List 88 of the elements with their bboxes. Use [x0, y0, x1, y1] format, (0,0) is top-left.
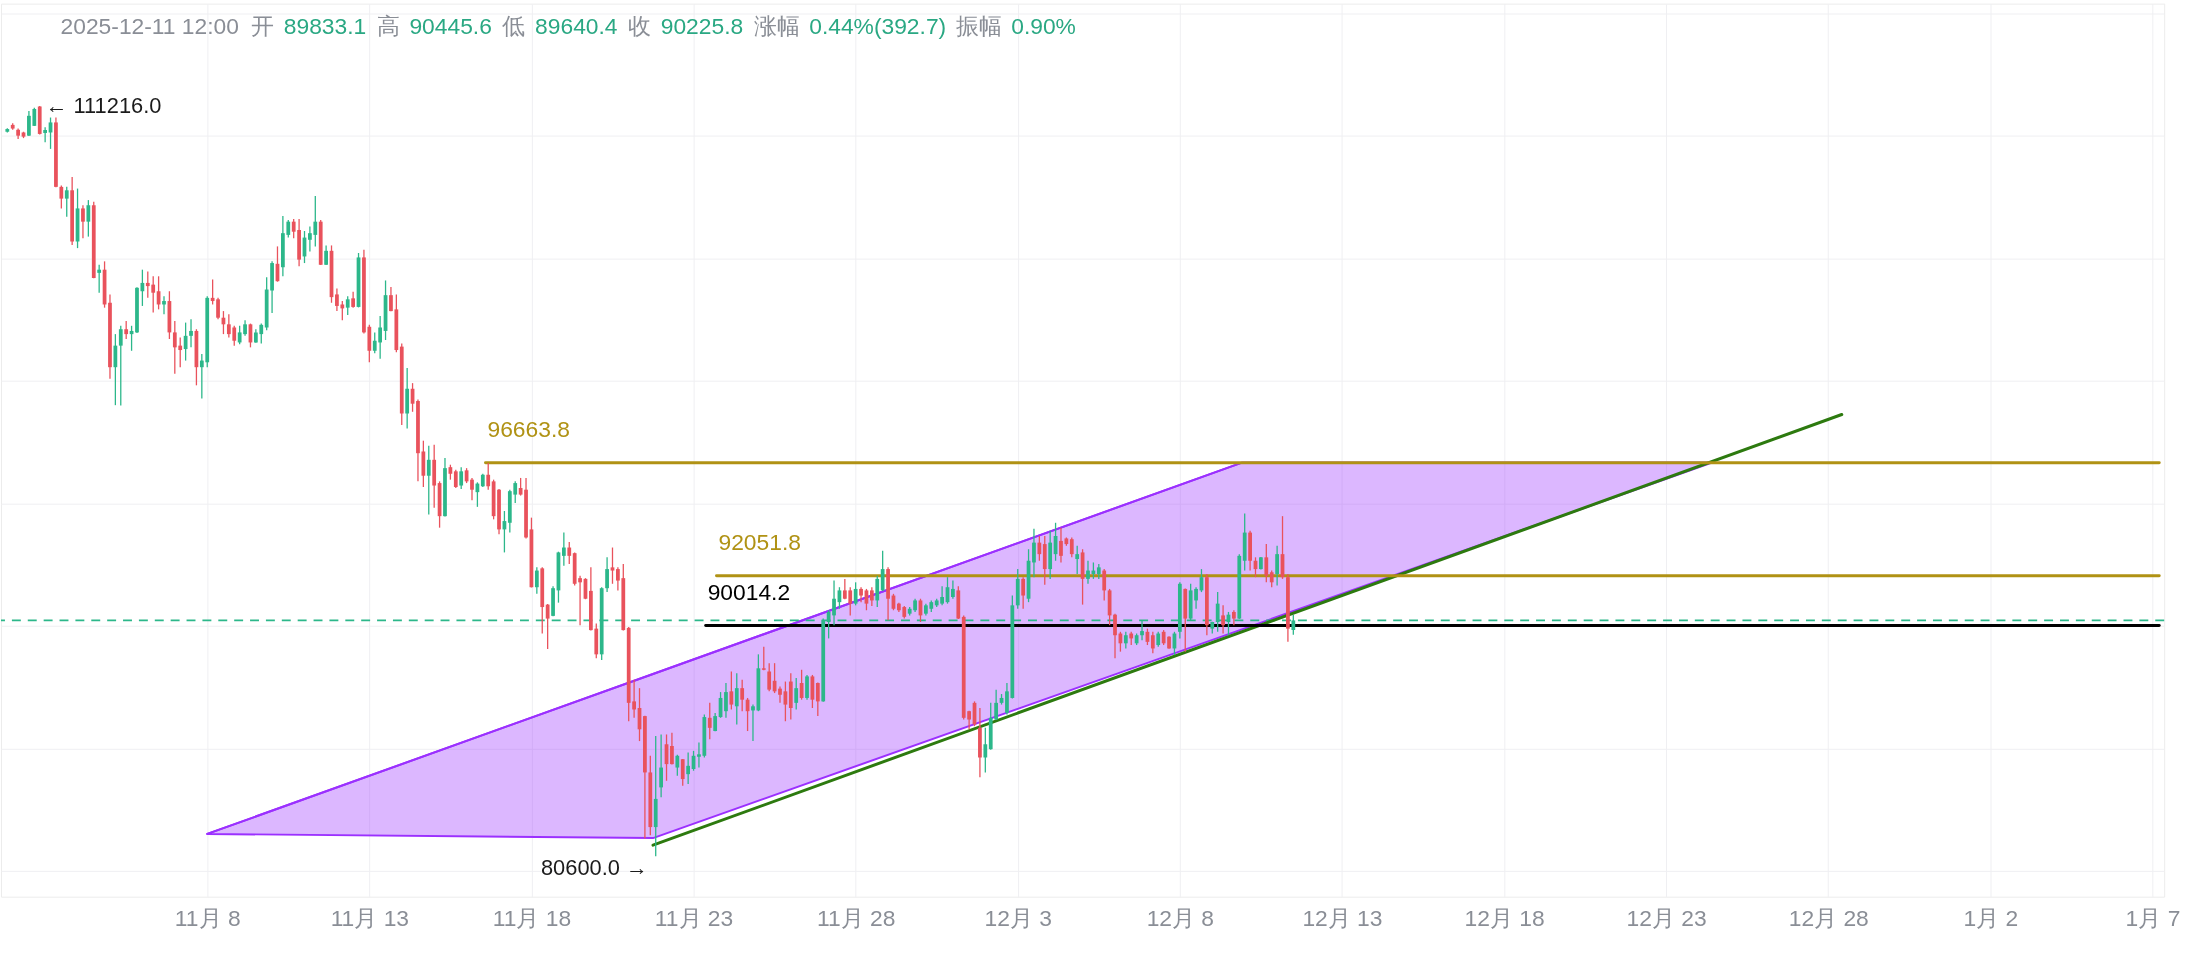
candlestick	[740, 679, 745, 712]
data-label: 92051.8	[718, 528, 801, 555]
candlestick	[778, 685, 782, 704]
candlestick	[1264, 543, 1269, 583]
candlestick	[767, 662, 772, 692]
data-label: 90014.2	[707, 578, 791, 605]
annotation: 0.90%	[1011, 13, 1076, 40]
annotation: 低	[502, 13, 526, 40]
candlestick	[1275, 545, 1279, 587]
candlestick	[734, 672, 739, 726]
candlestick	[567, 541, 572, 565]
candlestick	[189, 318, 193, 348]
x-tick-label: 12月 28	[1788, 904, 1869, 931]
candlestick	[86, 199, 91, 238]
x-tick-label: 11月 13	[330, 904, 410, 931]
candlestick	[869, 586, 874, 607]
x-tick-label: 1月 2	[1963, 904, 2019, 931]
candlestick	[880, 550, 885, 592]
candlestick	[124, 320, 129, 340]
candlestick	[707, 702, 712, 741]
x-tick-label: 12月 23	[1626, 904, 1707, 931]
candlestick	[1102, 568, 1107, 602]
x-tick-label: 12月 18	[1464, 904, 1545, 931]
x-tick-label: 11月 18	[492, 904, 572, 931]
candlestick	[534, 566, 539, 595]
candlestick	[453, 469, 458, 489]
candlestick	[1021, 576, 1026, 610]
annotation: 开	[251, 13, 275, 40]
x-tick-label: 1月 7	[2125, 904, 2181, 931]
candlestick	[659, 733, 664, 798]
x-tick-label: 12月 8	[1146, 904, 1215, 931]
candlestick	[1032, 528, 1036, 578]
candlestick	[1037, 535, 1042, 562]
candlestick	[59, 184, 64, 210]
candlestick	[561, 531, 566, 567]
candlestick	[805, 674, 809, 701]
candlestick	[459, 466, 464, 490]
candlestick	[162, 295, 166, 315]
candlestick	[815, 681, 820, 717]
annotation: 90445.6	[409, 13, 492, 40]
candlestick	[1221, 604, 1225, 635]
candlestick	[43, 126, 48, 143]
candlestick	[81, 204, 85, 239]
candlestick	[486, 462, 491, 491]
annotation: 收	[627, 13, 651, 40]
annotation: 2025-12-11 12:00	[60, 13, 239, 40]
candlestick	[794, 677, 799, 711]
candlestick	[113, 333, 118, 406]
candlestick	[724, 682, 728, 719]
x-tick-label: 11月 8	[174, 904, 241, 931]
candlestick	[64, 186, 69, 218]
candlestick	[1150, 631, 1155, 655]
annotation: 89833.1	[283, 13, 367, 40]
candlestick	[729, 670, 734, 711]
annotation: 0.44%(392.7)	[809, 13, 947, 40]
candlestick	[610, 546, 615, 585]
x-tick-label: 11月 23	[654, 904, 734, 931]
candlestick	[426, 445, 431, 516]
annotation: 涨幅	[753, 13, 800, 40]
candlestick	[1086, 560, 1090, 585]
annotation: 89640.4	[535, 13, 618, 40]
data-label: 96663.8	[487, 415, 570, 442]
candlestick	[670, 732, 674, 766]
candlestick	[1069, 536, 1074, 558]
candlestick	[345, 295, 350, 316]
candlestick	[183, 321, 188, 362]
candlestick	[1075, 545, 1080, 575]
candlestick	[470, 477, 474, 501]
candlestick	[1113, 613, 1117, 659]
annotation: 80600.0 →	[540, 855, 648, 881]
candlestick	[686, 751, 691, 785]
x-tick-label: 11月 28	[816, 904, 896, 931]
candlestick	[951, 579, 955, 600]
annotation: 90225.8	[660, 13, 744, 40]
x-tick-label: 12月 13	[1302, 904, 1383, 931]
annotation: ← 111216.0	[45, 93, 162, 119]
annotation: 高	[376, 13, 400, 40]
candlestick	[545, 603, 550, 650]
candlestick	[118, 325, 123, 407]
candlestick	[853, 581, 858, 606]
candlestick	[680, 758, 685, 787]
x-tick-label: 12月 3	[984, 904, 1052, 931]
candlestick	[675, 754, 680, 777]
candlestick	[605, 556, 609, 593]
candlestick	[97, 264, 102, 294]
annotation: 振幅	[955, 13, 1002, 40]
candlestick	[983, 727, 988, 774]
candlestick	[875, 575, 880, 608]
